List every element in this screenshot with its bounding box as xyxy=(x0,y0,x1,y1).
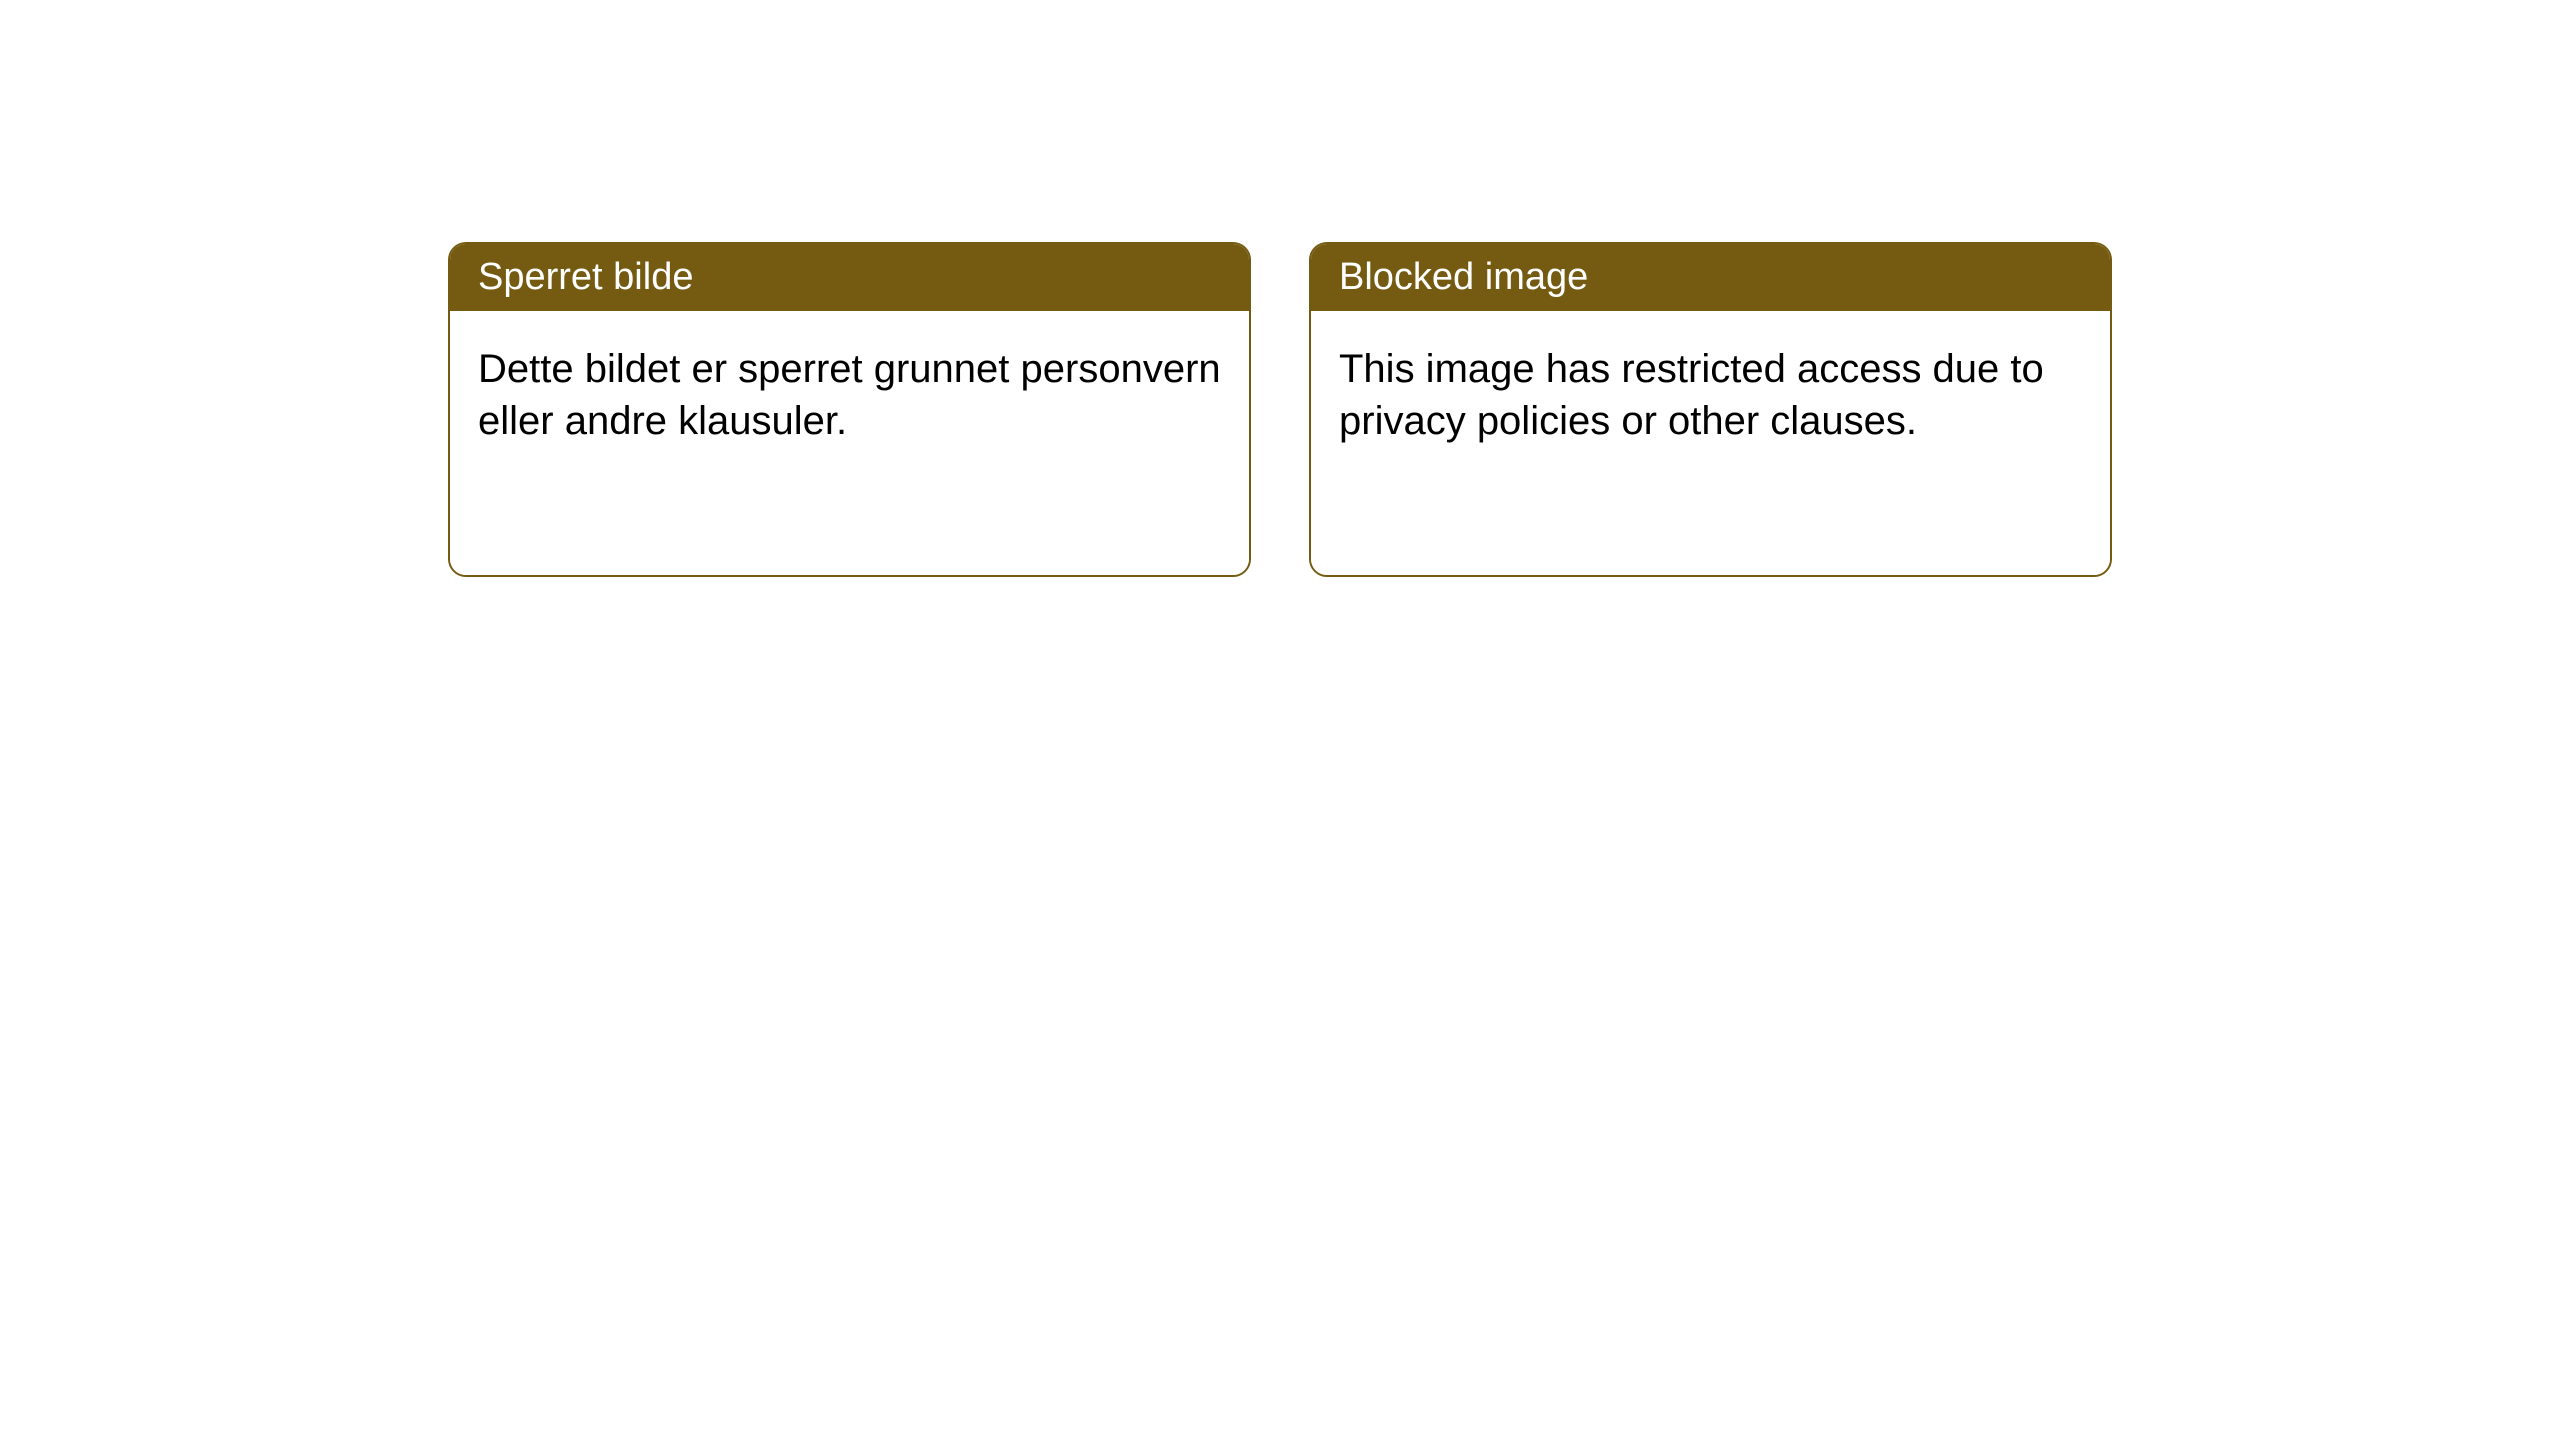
card-title: Blocked image xyxy=(1339,256,1588,298)
card-body: This image has restricted access due to … xyxy=(1311,311,2110,575)
card-text: This image has restricted access due to … xyxy=(1339,347,2044,443)
notice-card-english: Blocked image This image has restricted … xyxy=(1309,242,2112,577)
notice-container: Sperret bilde Dette bildet er sperret gr… xyxy=(448,242,2112,577)
card-title: Sperret bilde xyxy=(478,256,693,298)
card-header: Blocked image xyxy=(1311,244,2110,311)
card-body: Dette bildet er sperret grunnet personve… xyxy=(450,311,1249,575)
card-text: Dette bildet er sperret grunnet personve… xyxy=(478,347,1221,443)
notice-card-norwegian: Sperret bilde Dette bildet er sperret gr… xyxy=(448,242,1251,577)
card-header: Sperret bilde xyxy=(450,244,1249,311)
